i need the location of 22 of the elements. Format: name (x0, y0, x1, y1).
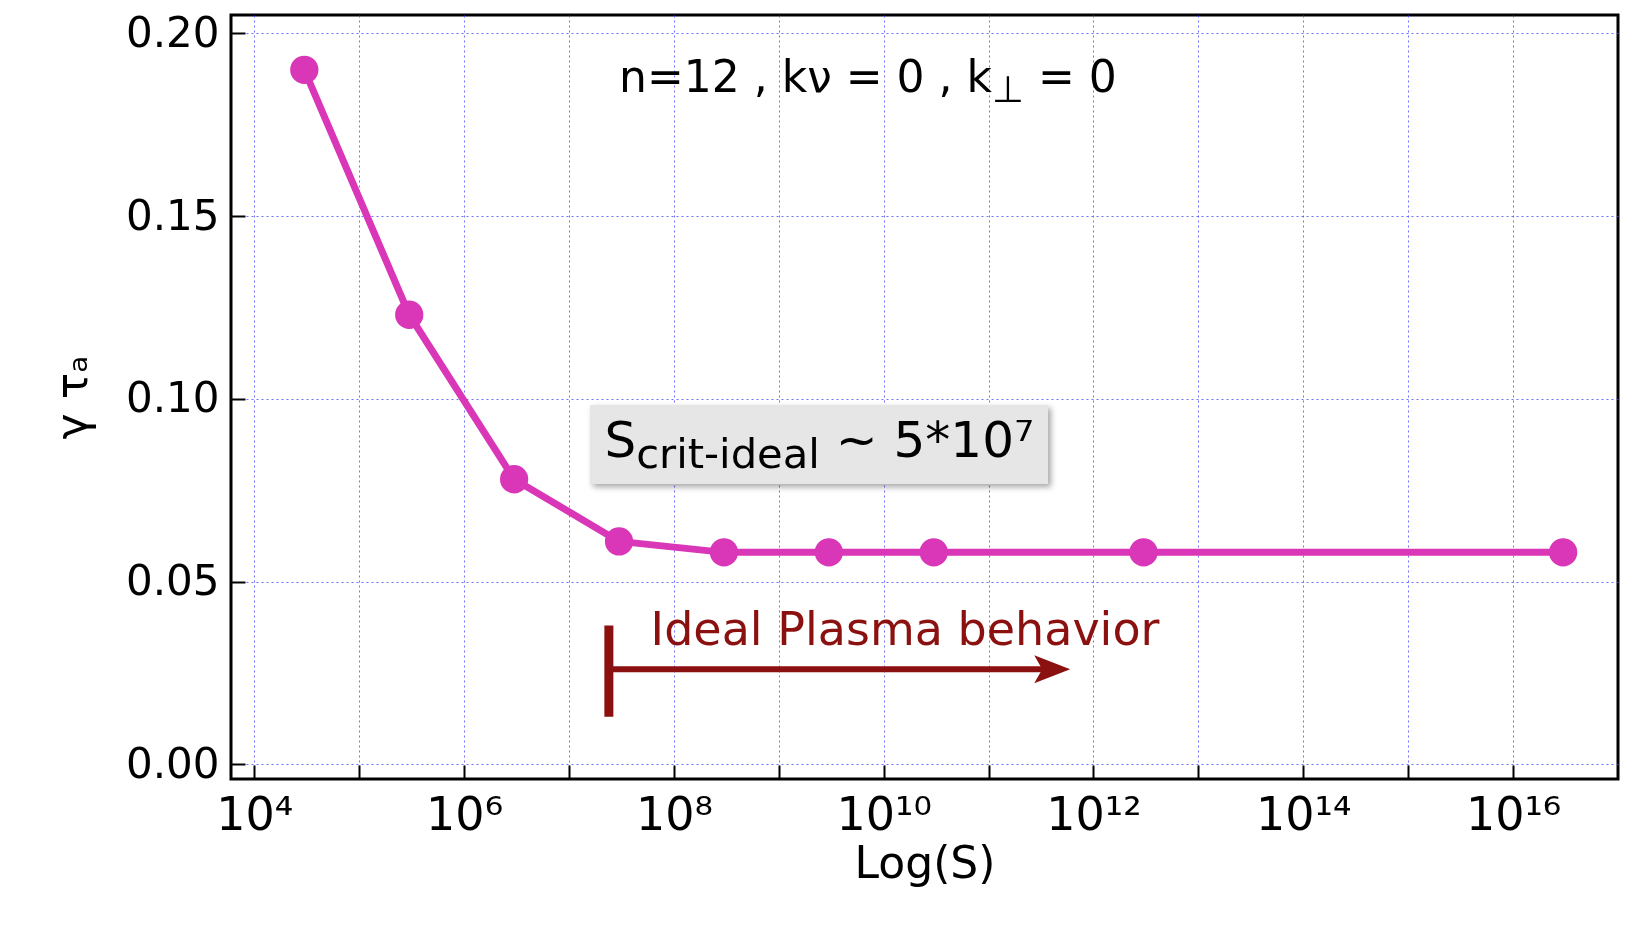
x-tick-label: 10⁴ (216, 786, 294, 841)
point (709, 538, 739, 567)
y-tick-label: 0.00 (125, 738, 220, 788)
point (604, 527, 634, 556)
y-tick-label: 0.15 (125, 190, 220, 240)
x-tick-label: 10¹⁴ (1256, 786, 1352, 841)
point (395, 300, 424, 329)
y-axis-title: γ τₐ (45, 355, 97, 440)
y-tick-label: 0.20 (125, 7, 220, 57)
annotation: n=12 , kν = 0 , k$_{⊥}$ = 0 (619, 50, 1117, 111)
point (499, 465, 529, 494)
point (814, 538, 843, 567)
x-tick-label: 10⁸ (635, 786, 713, 841)
y-tick-label: 0.05 (125, 556, 220, 606)
x-tick-label: 10¹² (1046, 786, 1142, 841)
y-tick-label: 0.10 (125, 373, 220, 423)
x-tick-label: 10¹⁶ (1465, 786, 1562, 841)
annotation: Ideal Plasma behavior (650, 601, 1160, 656)
point (919, 538, 948, 567)
point (290, 55, 319, 84)
annotation: S$_{crit-ideal}$ ~ 5*10⁷ (590, 405, 1049, 485)
x-tick-label: 10⁶ (426, 786, 504, 841)
